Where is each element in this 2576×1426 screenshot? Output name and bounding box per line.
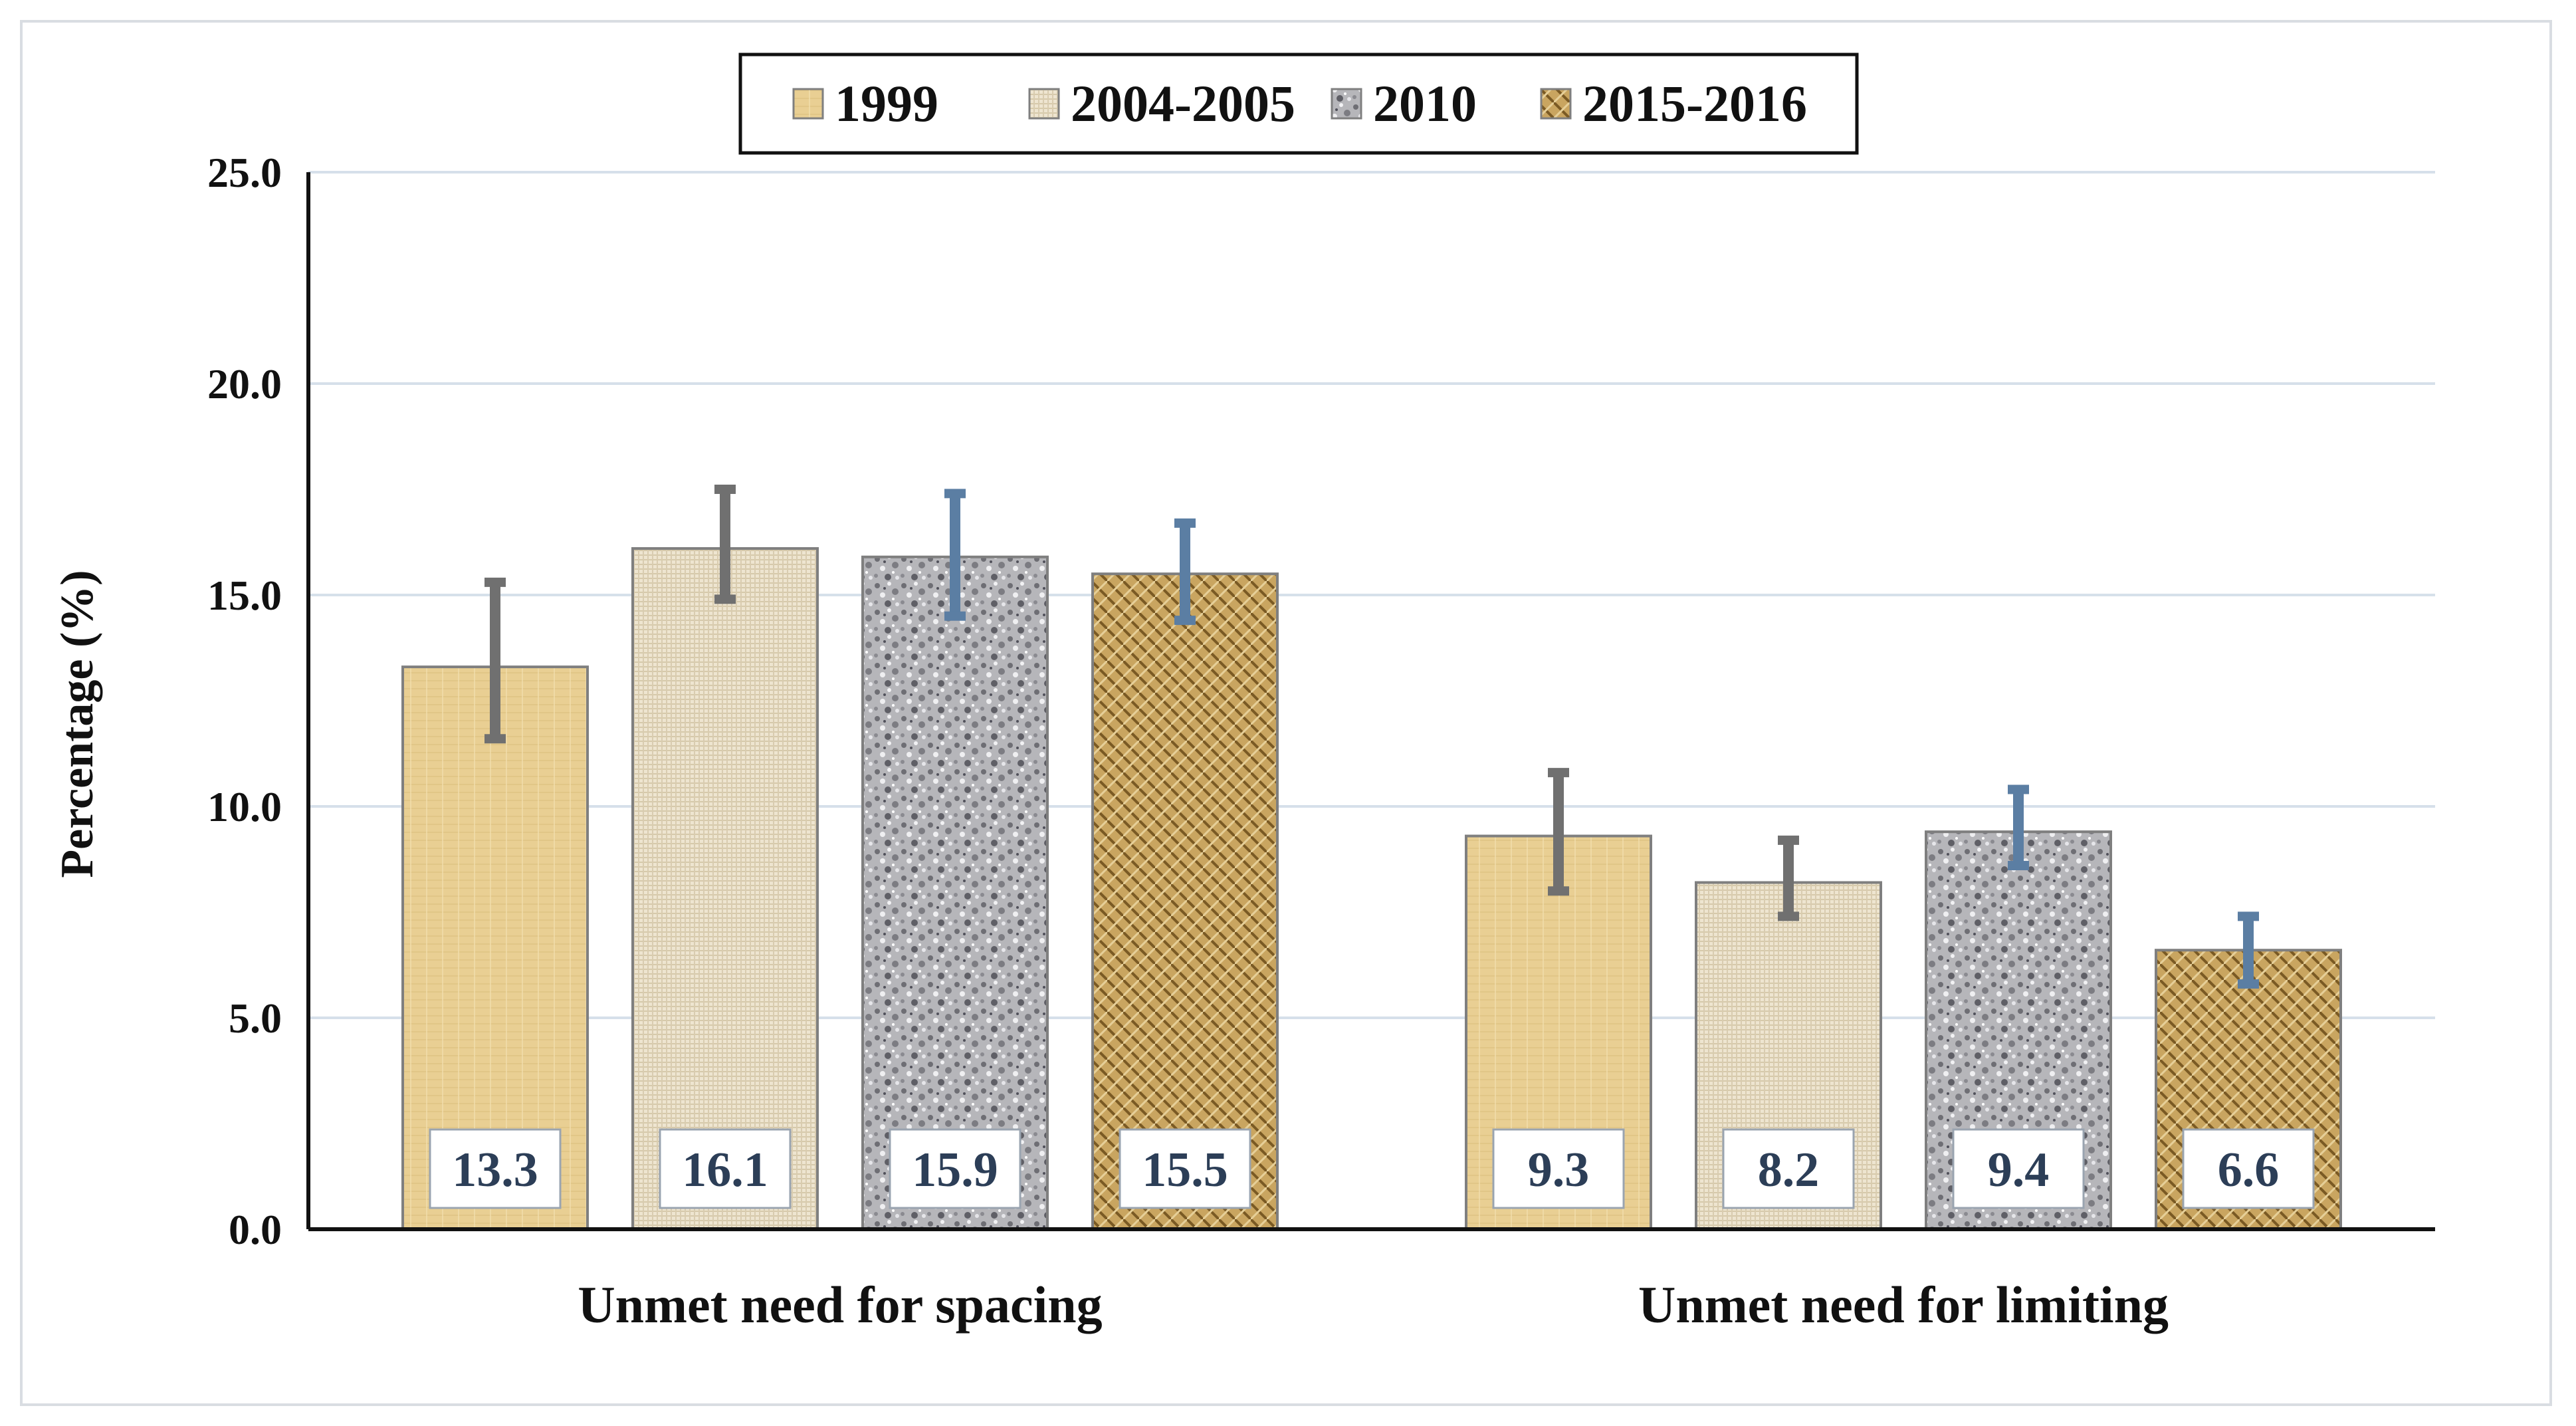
legend-label: 1999	[835, 74, 938, 132]
y-tick-label: 20.0	[207, 360, 282, 408]
data-label: 9.4	[1988, 1143, 2050, 1197]
data-label: 6.6	[2218, 1143, 2280, 1197]
data-label-box	[429, 1128, 562, 1209]
bar-2004-2005-spacing	[631, 547, 819, 1231]
chart-frame: 13.3 16.1 15.9 15.5 9.3 8.2 9.4 6.6 0.0 5.0 10.0 1…	[20, 20, 2552, 1406]
x-category-label: Unmet need for limiting	[1638, 1276, 2169, 1334]
x-category-label: Unmet need for spacing	[578, 1276, 1102, 1334]
y-tick-label: 10.0	[207, 783, 282, 830]
legend-swatch	[1540, 88, 1572, 120]
legend-label: 2015-2016	[1582, 74, 1807, 132]
legend-swatch	[1331, 88, 1362, 120]
data-label: 15.5	[1142, 1143, 1228, 1197]
bar-2015-2016-spacing	[1091, 572, 1279, 1231]
bar-chart: 13.3 16.1 15.9 15.5 9.3 8.2 9.4 6.6 0.0 5.0 10.0 1…	[52, 53, 2435, 1334]
data-label-box	[1722, 1128, 1855, 1209]
data-label: 15.9	[912, 1143, 998, 1197]
bar-2010-spacing	[861, 555, 1049, 1231]
y-axis-label: Percentage (%)	[52, 570, 103, 878]
data-label-box	[889, 1128, 1021, 1209]
data-label-box	[659, 1128, 792, 1209]
data-label-box	[1952, 1128, 2085, 1209]
data-label-box	[2182, 1128, 2315, 1209]
data-label: 9.3	[1528, 1143, 1590, 1197]
data-label-box	[1119, 1128, 1251, 1209]
y-tick-label: 15.0	[207, 572, 282, 619]
y-tick-label: 25.0	[207, 149, 282, 196]
data-label: 13.3	[452, 1143, 538, 1197]
y-tick-label: 5.0	[229, 995, 282, 1042]
data-label: 16.1	[682, 1143, 768, 1197]
legend-label: 2010	[1373, 74, 1477, 132]
legend-label: 2004-2005	[1071, 74, 1295, 132]
legend-swatch	[1028, 88, 1060, 120]
legend-swatch	[792, 88, 824, 120]
y-tick-label: 0.0	[229, 1206, 282, 1253]
legend-box	[738, 53, 1859, 155]
data-label: 8.2	[1758, 1143, 1820, 1197]
data-label-box	[1492, 1128, 1625, 1209]
